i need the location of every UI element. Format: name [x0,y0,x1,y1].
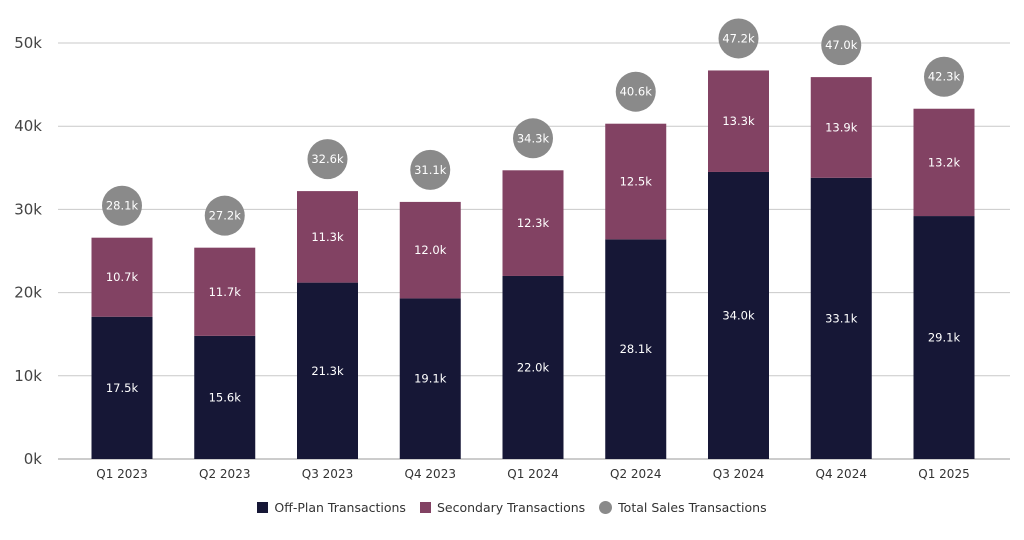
total-bubble [615,71,656,112]
bar-segment-secondary [399,201,461,299]
x-tick-label: Q2 2024 [610,467,661,481]
bar-segment-off-plan [194,335,256,459]
total-label: 47.0k [825,38,858,52]
legend-label-off-plan: Off-Plan Transactions [274,500,406,515]
data-label: 11.7k [209,285,242,299]
x-tick-label: Q3 2023 [302,467,353,481]
bar-segment-secondary [605,123,667,240]
total-bubble [307,139,348,180]
total-label: 27.2k [209,209,242,223]
y-tick-label: 30k [14,200,42,218]
y-tick-label: 50k [14,34,42,52]
data-label: 12.0k [414,243,447,257]
x-tick-label: Q1 2024 [507,467,558,481]
data-label: 19.1k [414,372,447,386]
bar-segment-secondary [194,247,256,336]
y-tick-label: 20k [14,284,42,302]
legend-item-secondary: Secondary Transactions [419,500,586,515]
data-label: 21.3k [311,364,344,378]
total-label: 42.3k [928,70,961,84]
bar-segment-off-plan [605,239,667,459]
bar-segment-secondary [91,237,153,317]
total-bubble [410,149,451,190]
total-label: 47.2k [722,31,755,45]
y-tick-label: 40k [14,117,42,135]
bar-segment-off-plan [91,316,153,459]
legend-item-total: Total Sales Transactions [599,500,767,515]
legend-label-total: Total Sales Transactions [618,500,767,515]
data-label: 10.7k [106,270,139,284]
data-label: 34.0k [722,308,755,322]
bar-segment-off-plan [297,282,358,459]
total-bubble [924,56,964,97]
chart-legend: Off-Plan Transactions Secondary Transact… [0,500,1024,515]
data-label: 33.1k [825,311,858,325]
data-label: 15.6k [209,390,242,404]
data-label: 13.2k [928,155,961,169]
total-label: 28.1k [106,199,139,213]
legend-dot-total [599,501,613,514]
total-bubble [821,25,862,66]
x-tick-label: Q2 2023 [199,467,250,481]
data-label: 28.1k [620,342,653,356]
bar-segment-off-plan [502,275,564,459]
data-label: 11.3k [311,230,344,244]
legend-swatch-secondary [419,502,431,513]
total-bubble [102,185,142,226]
bar-segment-secondary [502,170,564,276]
data-label: 12.3k [517,216,550,230]
total-label: 34.3k [517,131,550,145]
bar-segment-off-plan [399,298,461,459]
x-tick-label: Q3 2024 [713,467,764,481]
bar-segment-secondary [810,77,872,178]
data-label: 29.1k [928,331,961,345]
legend-item-off-plan: Off-Plan Transactions [257,500,406,515]
data-label: 13.3k [722,114,755,128]
y-tick-label: 10k [14,367,42,385]
x-tick-label: Q4 2023 [405,467,456,481]
data-label: 17.5k [106,381,139,395]
x-tick-label: Q1 2023 [96,467,147,481]
total-label: 31.1k [414,163,447,177]
y-tick-label: 0k [24,450,43,468]
total-bubble [718,18,759,59]
total-label: 40.6k [620,85,653,99]
bar-segment-off-plan [708,171,769,459]
data-label: 13.9k [825,120,858,134]
bar-segment-secondary [297,191,358,283]
data-label: 22.0k [517,360,550,374]
total-label: 32.6k [311,152,344,166]
x-tick-label: Q4 2024 [816,467,867,481]
bar-segment-secondary [708,70,769,172]
bar-segment-secondary [913,108,975,217]
total-bubble [204,195,245,236]
x-tick-label: Q1 2025 [918,467,969,481]
legend-swatch-off-plan [257,502,269,513]
data-label: 12.5k [620,175,653,189]
legend-label-secondary: Secondary Transactions [436,500,586,515]
bar-segment-off-plan [810,177,872,459]
bar-segment-off-plan [913,216,975,459]
total-bubble [513,118,553,159]
